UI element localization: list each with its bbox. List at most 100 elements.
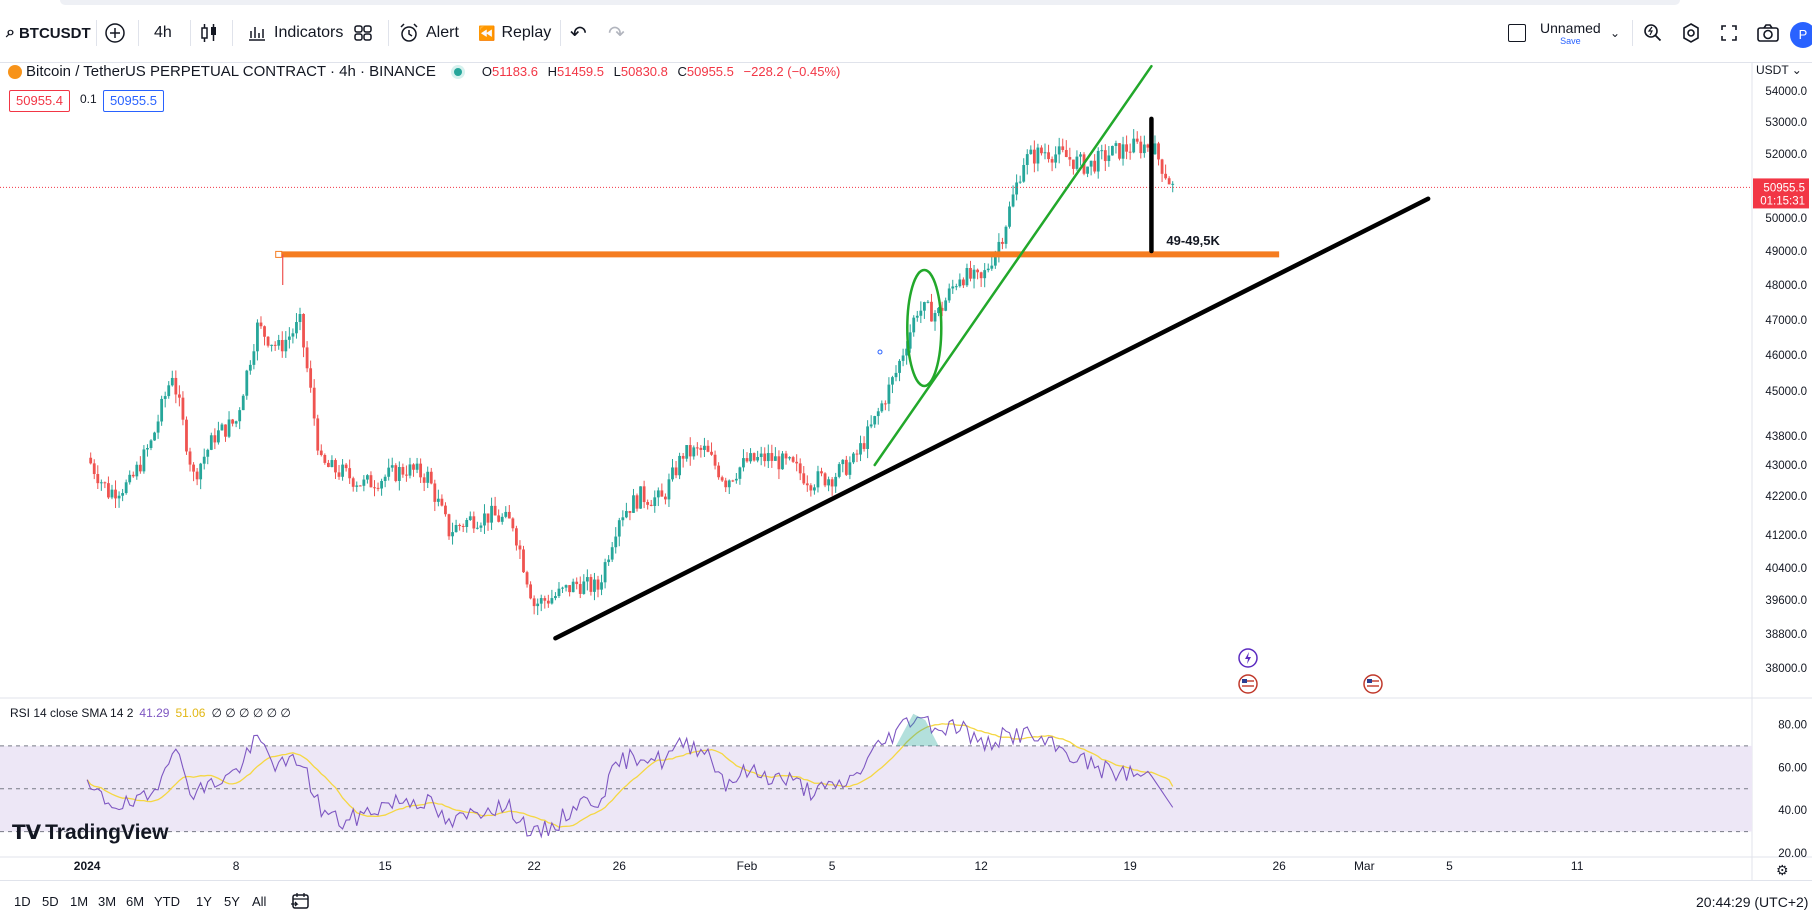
candle [887,377,891,412]
candle-body [341,464,344,477]
candle-body [656,490,660,498]
timeframe-button-ytd[interactable]: YTD [154,894,180,909]
timeframe-button-5d[interactable]: 5D [42,894,59,909]
buy-price-button[interactable]: 50955.5 [103,90,164,112]
candle-body [898,360,901,373]
candle [117,491,121,508]
candle [454,519,458,533]
candle [997,233,1001,263]
templates-button[interactable] [352,18,374,48]
candle [1040,145,1043,156]
compare-symbol-button[interactable] [104,18,126,48]
candle-body [734,478,738,481]
candle [128,470,132,485]
candle-body [110,489,114,498]
candle [656,487,660,507]
candle [429,467,433,485]
interval-button[interactable]: 4h [154,24,172,41]
candle [213,428,217,450]
candle [603,558,607,589]
candle [323,453,327,465]
candle-body [720,477,724,481]
candle [163,391,167,408]
candle-body [231,419,234,424]
quick-search-icon [1644,24,1662,42]
time-axis-label: 2024 [74,859,101,873]
candle-body [344,464,348,469]
alarm-clock-icon [400,23,418,42]
candle-body [177,394,181,398]
candle-body [667,479,671,500]
layout-name-button[interactable]: Unnamed Save [1540,20,1601,46]
candle [667,473,671,507]
timeframe-button-3m[interactable]: 3M [98,894,117,909]
candle [217,421,220,445]
candle-body [298,313,302,323]
snapshot-button[interactable] [1756,18,1780,48]
timeframe-button-6m[interactable]: 6M [126,894,145,909]
candle [820,467,823,477]
breakout-ellipse [906,268,943,388]
sell-price-button[interactable]: 50955.4 [9,90,70,112]
candle [1082,152,1086,176]
candle [199,462,203,490]
candle [511,517,515,532]
rsi-title: RSI 14 close SMA 14 2 [10,706,134,720]
candle [366,474,369,484]
layout-menu-chevron[interactable]: ⌄ [1610,18,1620,48]
clock-display[interactable]: 20:44:29 (UTC+2) [1696,894,1809,910]
candle [632,488,635,513]
symbol-label: BTCUSDT [18,24,91,42]
candle-body [653,497,657,506]
timeframe-button-5y[interactable]: 5Y [224,894,240,909]
candle [1022,158,1026,183]
candle-body [1050,159,1054,163]
candle-body [947,288,951,301]
candle-body [852,453,855,463]
candle-body [138,464,142,472]
goto-date-button[interactable] [290,892,310,913]
candle [773,447,777,461]
alert-button[interactable]: Alert [398,18,459,48]
candle [337,465,341,480]
candle [752,452,756,462]
candle-body [887,384,891,404]
indicators-icon [249,27,265,41]
quick-search-button[interactable] [1642,18,1664,48]
fullscreen-button[interactable] [1718,18,1740,48]
candle [830,477,834,496]
price-axis-label: 47000.0 [1765,315,1807,327]
timeframe-button-all[interactable]: All [252,894,267,909]
candle-body [820,471,823,474]
redo-button[interactable]: ↷ [608,18,625,48]
candle-body [295,322,298,334]
candle-body [351,478,355,487]
replay-button[interactable]: ⏪ Replay [478,18,551,48]
candle-body [727,480,731,488]
candle [1142,135,1146,158]
settings-button[interactable] [1680,18,1702,48]
candle-body [859,443,862,455]
currency-selector[interactable]: USDT ⌄ [1756,63,1802,77]
chart-type-button[interactable] [198,18,220,48]
undo-button[interactable]: ↶ [570,18,587,48]
indicators-button[interactable]: Indicators [246,18,343,48]
layout-select-checkbox[interactable] [1508,18,1526,48]
candle [241,394,245,411]
candle [898,359,901,382]
candle [699,445,703,458]
candle-body [827,479,830,486]
symbol-search-button[interactable]: ⌕ BTCUSDT [6,18,91,48]
candle-body [664,496,667,500]
candle-body [1029,149,1033,155]
axis-settings-button[interactable]: ⚙ [1776,862,1789,879]
timeframe-button-1d[interactable]: 1D [14,894,31,909]
publish-button[interactable]: P [1790,22,1812,48]
candle [458,523,462,531]
timeframe-button-1m[interactable]: 1M [70,894,89,909]
candle-body [951,286,955,289]
timeframe-button-1y[interactable]: 1Y [196,894,212,909]
candle-body [284,339,288,352]
candle [738,466,742,485]
